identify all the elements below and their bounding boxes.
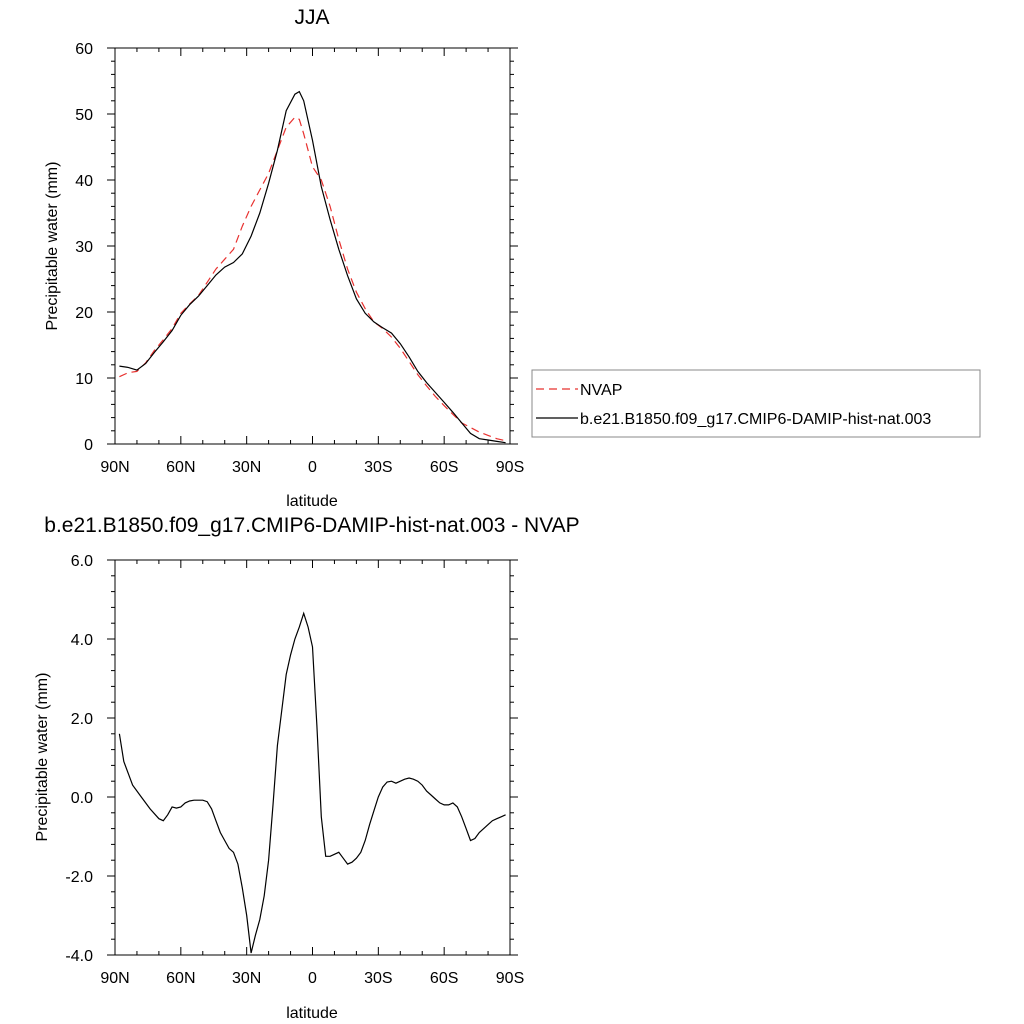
- y-tick-label: 0: [84, 437, 93, 454]
- top-series-group: [119, 90, 506, 444]
- bottom-y-axis-label: Precipitable water (mm): [34, 673, 51, 842]
- x-tick-label: 60N: [166, 970, 195, 987]
- x-tick-label: 90N: [100, 970, 129, 987]
- bottom-chart-panel: b.e21.B1850.f09_g17.CMIP6-DAMIP-hist-nat…: [34, 514, 580, 1022]
- bottom-series-group: [118, 611, 506, 954]
- top-y-axis-label: Precipitable water (mm): [44, 162, 61, 331]
- y-tick-label: 60: [75, 41, 93, 58]
- bottom-axis-ticks: [107, 559, 518, 956]
- legend-label-model: b.e21.B1850.f09_g17.CMIP6-DAMIP-hist-nat…: [580, 411, 931, 428]
- top-chart-title: JJA: [294, 6, 329, 29]
- bottom-x-tick-labels: 90N 60N 30N 0 30S 60S 90S: [100, 970, 524, 987]
- bottom-y-tick-labels: -4.0 -2.0 0.0 2.0 4.0 6.0: [65, 553, 93, 965]
- x-tick-label: 60S: [430, 459, 458, 476]
- x-tick-label: 60S: [430, 970, 458, 987]
- x-tick-label: 30S: [364, 459, 392, 476]
- top-x-tick-labels: 90N 60N 30N 0 30S 60S 90S: [100, 459, 524, 476]
- y-tick-label: 30: [75, 239, 93, 256]
- y-tick-label: 4.0: [71, 632, 93, 649]
- y-tick-label: 10: [75, 371, 93, 388]
- y-tick-label: 0.0: [71, 790, 93, 807]
- x-tick-label: 60N: [166, 459, 195, 476]
- x-tick-label: 90N: [100, 459, 129, 476]
- top-y-tick-labels: 0 10 20 30 40 50 60: [75, 41, 93, 454]
- y-tick-label: 2.0: [71, 711, 93, 728]
- x-tick-label: 30N: [232, 970, 261, 987]
- top-axis-ticks: [107, 47, 518, 445]
- nvap-line: [119, 116, 506, 442]
- y-tick-label: 50: [75, 107, 93, 124]
- x-tick-label: 0: [308, 970, 317, 987]
- bottom-x-axis-label: latitude: [286, 1005, 338, 1022]
- x-tick-label: 0: [308, 459, 317, 476]
- legend-box: [531, 369, 981, 438]
- top-x-axis-label: latitude: [286, 493, 338, 510]
- model-line: [119, 90, 506, 444]
- x-tick-label: 90S: [496, 970, 524, 987]
- top-chart-panel: JJA 0 10 20 30 40 50 60 90N 60N 30N 0 30S 60S 90S la…: [44, 6, 524, 510]
- x-tick-label: 30S: [364, 970, 392, 987]
- x-tick-label: 30N: [232, 459, 261, 476]
- y-tick-label: 20: [75, 305, 93, 322]
- bottom-plot-frame: [114, 559, 511, 956]
- y-tick-label: 6.0: [71, 553, 93, 570]
- legend-label-nvap: NVAP: [580, 382, 622, 399]
- x-tick-label: 90S: [496, 459, 524, 476]
- legend: NVAP b.e21.B1850.f09_g17.CMIP6-DAMIP-his…: [531, 369, 981, 438]
- bottom-chart-title: b.e21.B1850.f09_g17.CMIP6-DAMIP-hist-nat…: [44, 514, 579, 537]
- y-tick-label: 40: [75, 173, 93, 190]
- difference-line: [118, 611, 506, 954]
- y-tick-label: -2.0: [65, 869, 93, 886]
- top-plot-frame: [114, 47, 511, 445]
- y-tick-label: -4.0: [65, 948, 93, 965]
